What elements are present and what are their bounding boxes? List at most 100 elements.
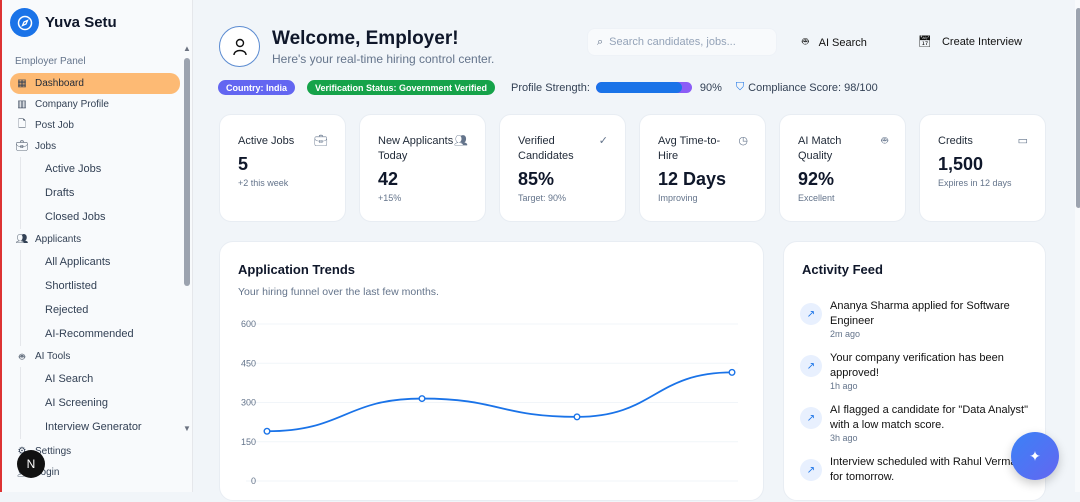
data-point[interactable] [573,413,581,421]
sidebar-item-label: Dashboard [35,78,84,89]
trending-up-icon: ↗ [800,407,822,429]
stat-value: 1,500 [938,154,984,174]
y-tick-label: 300 [241,398,256,408]
sidebar-item-shortlisted[interactable]: Shortlisted [20,274,180,298]
sidebar-item-active-jobs[interactable]: Active Jobs [20,157,180,181]
stat-card: Avg Time-to-Hire ◷ 12 Days Improving [639,114,766,222]
compliance-score: Compliance Score: 98/100 [748,81,878,94]
sidebar-item-label: Active Jobs [45,163,102,175]
sidebar-item-post-job[interactable]: 🗋︎ Post Job [10,115,180,136]
sidebar-item-label: Company Profile [35,99,109,110]
stat-card: Verified Candidates ✓ 85% Target: 90% [499,114,626,222]
check-circle-icon: ✓ [598,135,608,147]
sidebar-item-all-applicants[interactable]: All Applicants [20,250,180,274]
briefcase-icon: 💼︎ [15,141,29,152]
search-input[interactable]: ⌕ Search candidates, jobs... [587,28,777,56]
sidebar-item-interview-generator[interactable]: Interview Generator [20,415,180,439]
feed-item: ↗ Your company verification has been appr… [800,351,1030,391]
sidebar-item-company-profile[interactable]: ▥ Company Profile [10,94,180,115]
grid-icon: ▦ [17,78,27,89]
credit-card-icon: ▭ [1017,135,1028,147]
stat-note: Expires in 12 days [938,178,1012,188]
profile-strength-bar [595,82,692,93]
users-icon: 👥︎ [15,234,29,245]
sidebar-scrollbar[interactable] [184,58,190,286]
trends-subtitle: Your hiring funnel over the last few mon… [238,286,439,298]
data-point[interactable] [418,395,426,403]
sidebar-item-dashboard[interactable]: ▦ Dashboard [10,73,180,94]
feed-item: ↗ AI flagged a candidate for "Data Analys… [800,403,1030,443]
data-point[interactable] [728,368,736,376]
stat-label: Verified Candidates [518,135,574,162]
bot-icon: 🤖︎ [802,36,809,48]
ai-search-button[interactable]: 🤖︎ AI Search [802,35,867,50]
clock-icon: ◷ [738,135,748,147]
stat-label: AI Match Quality [798,135,842,162]
sidebar-item-label: AI Tools [35,351,71,362]
sidebar-item-rejected[interactable]: Rejected [20,298,180,322]
employer-avatar[interactable] [219,26,260,67]
sidebar-item-label: Post Job [35,120,74,131]
feed-text: Your company verification has been appro… [830,352,1004,379]
users-icon: 👥︎ [454,135,468,147]
file-plus-icon: 🗋︎ [17,119,27,130]
y-tick-label: 600 [241,319,256,329]
stat-card: New Applicants Today 👥︎ 42 +15% [359,114,486,222]
feed-item: ↗ Interview scheduled with Rahul Verma fo… [800,455,1030,485]
sidebar-item-jobs[interactable]: 💼︎ Jobs [10,136,180,157]
activity-feed-card: Activity Feed ↗ Ananya Sharma applied for… [783,241,1046,501]
stat-note: Improving [658,193,698,203]
search-placeholder: Search candidates, jobs... [609,36,736,48]
stat-label: Active Jobs [238,135,295,147]
stat-card: AI Match Quality 🤖︎ 92% Excellent [779,114,906,222]
stat-value: 92% [798,169,835,189]
sidebar-item-ai-search[interactable]: AI Search [20,367,180,391]
create-interview-button[interactable]: 📅︎ Create Interview [918,35,1022,49]
sidebar-item-drafts[interactable]: Drafts [20,181,180,205]
verification-badge: Verification Status: Government Verified [307,80,496,95]
trending-up-icon: ↗ [800,355,822,377]
country-badge: Country: India [218,80,295,95]
section-label: Employer Panel [15,56,86,67]
sidebar-item-label: Interview Generator [45,421,142,433]
ai-search-label: AI Search [818,36,867,49]
dev-badge[interactable]: N [17,450,45,478]
sidebar: Yuva Setu Employer Panel ▦ Dashboard ▥ Comp… [2,0,193,492]
sidebar-item-label: Shortlisted [45,280,97,292]
sidebar-item-settings[interactable]: ⚙ Settings [10,441,180,462]
stat-note: Target: 90% [518,193,567,203]
compass-logo-icon [10,8,39,37]
sidebar-item-applicants[interactable]: 👥︎ Applicants [10,229,180,250]
briefcase-icon: 💼︎ [314,135,328,147]
stat-label: Avg Time-to-Hire [658,135,721,162]
sidebar-item-ai-tools[interactable]: 🤖︎ AI Tools [10,346,180,367]
trending-up-icon: ↗ [800,459,822,481]
sidebar-item-closed-jobs[interactable]: Closed Jobs [20,205,180,229]
sparkles-icon: ✦ [1029,447,1041,464]
scroll-down-arrow[interactable]: ▼ [183,424,191,433]
sidebar-item-label: Closed Jobs [45,211,106,223]
sidebar-item-label: AI Screening [45,397,108,409]
sidebar-item-label: Login [35,467,60,478]
sidebar-item-label: AI-Recommended [45,328,134,340]
scroll-up-arrow[interactable]: ▲ [183,44,191,53]
stat-value: 5 [238,154,249,174]
data-point[interactable] [263,427,271,435]
stat-card: Active Jobs 💼︎ 5 +2 this week [219,114,346,222]
main-scrollbar[interactable] [1075,0,1080,492]
feed-time: 1h ago [830,381,858,391]
stat-label: Credits [938,135,973,147]
sidebar-item-label: Jobs [35,141,57,152]
ai-assistant-button[interactable]: ✦ [1011,432,1059,480]
stat-card: Credits ▭ 1,500 Expires in 12 days [919,114,1046,222]
sidebar-nav: ▦ Dashboard ▥ Company Profile 🗋︎ Post Job 💼︎ Jo… [10,73,180,483]
profile-strength-label: Profile Strength: [511,81,590,94]
stat-value: 85% [518,169,555,189]
sidebar-item-ai-recommended[interactable]: AI-Recommended [20,322,180,346]
feed-time: 2m ago [830,329,861,339]
feed-item: ↗ Ananya Sharma applied for Software Engi… [800,299,1030,339]
stat-label: New Applicants Today [378,135,454,162]
sidebar-item-ai-screening[interactable]: AI Screening [20,391,180,415]
trends-title: Application Trends [238,262,356,277]
page-subtitle: Here's your real-time hiring control cen… [272,52,495,66]
